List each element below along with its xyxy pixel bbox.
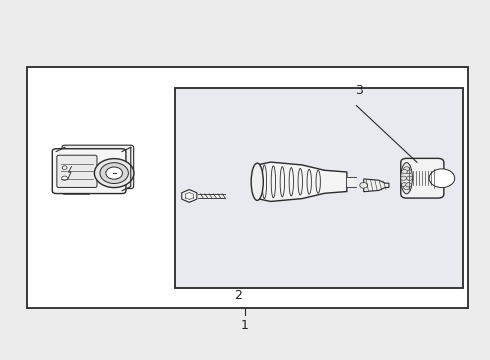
Circle shape <box>360 183 368 188</box>
Ellipse shape <box>251 163 263 201</box>
Polygon shape <box>182 190 197 202</box>
Circle shape <box>401 176 407 180</box>
Circle shape <box>406 170 412 174</box>
FancyBboxPatch shape <box>62 145 134 189</box>
Text: 1: 1 <box>241 319 249 332</box>
Circle shape <box>406 183 412 187</box>
Circle shape <box>402 183 407 187</box>
Text: 2: 2 <box>234 289 242 302</box>
Ellipse shape <box>401 163 413 194</box>
Bar <box>27 67 468 307</box>
Text: 3: 3 <box>355 84 363 97</box>
FancyBboxPatch shape <box>52 149 126 194</box>
Circle shape <box>100 163 128 184</box>
Polygon shape <box>257 162 347 202</box>
Circle shape <box>429 169 455 188</box>
Circle shape <box>402 170 407 174</box>
Circle shape <box>106 167 122 179</box>
Circle shape <box>404 185 410 190</box>
Bar <box>175 88 463 288</box>
Circle shape <box>62 166 67 169</box>
Polygon shape <box>364 179 389 192</box>
Circle shape <box>95 159 134 188</box>
Circle shape <box>407 176 413 180</box>
FancyBboxPatch shape <box>57 155 97 188</box>
FancyBboxPatch shape <box>401 158 444 198</box>
Circle shape <box>404 167 410 171</box>
Circle shape <box>62 176 68 180</box>
